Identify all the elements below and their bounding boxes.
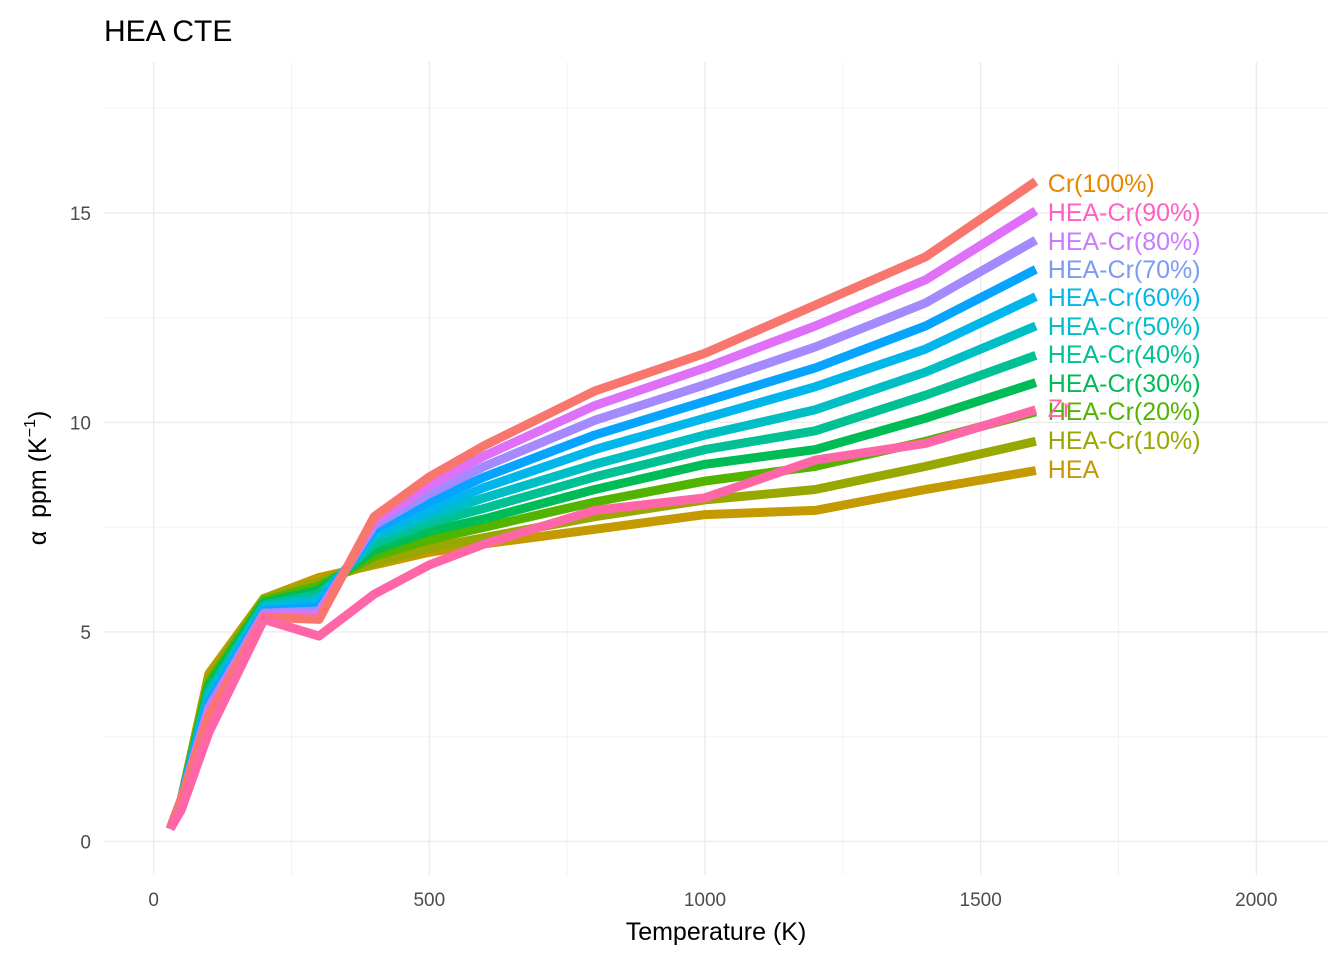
series-lines xyxy=(165,177,1039,832)
series-line-cr-100 xyxy=(165,177,1039,831)
x-tick-label: 0 xyxy=(148,890,159,911)
x-axis-ticks: 0 500 1000 1500 2000 xyxy=(148,890,1277,911)
chart-title: HEA CTE xyxy=(104,15,232,48)
end-label-hea-cr-70: HEA-Cr(70%) xyxy=(1048,256,1201,284)
series-line-zr xyxy=(166,405,1038,832)
y-axis-title: α ppm (K−1) xyxy=(22,411,52,546)
x-tick-label: 1000 xyxy=(684,890,726,911)
y-tick-label: 15 xyxy=(70,204,91,225)
x-tick-label: 1500 xyxy=(960,890,1002,911)
y-tick-label: 0 xyxy=(80,832,91,853)
grid xyxy=(104,62,1328,875)
end-label-hea-cr-40: HEA-Cr(40%) xyxy=(1048,341,1201,369)
end-label-hea-cr-90: HEA-Cr(90%) xyxy=(1048,199,1201,227)
y-axis-close: ) xyxy=(24,411,52,419)
y-axis-ticks: 0 5 10 15 xyxy=(70,204,91,854)
x-tick-label: 2000 xyxy=(1235,890,1277,911)
end-label-hea-cr-30: HEA-Cr(30%) xyxy=(1048,370,1201,398)
end-label-cr-100: Cr(100%) xyxy=(1048,170,1155,198)
end-label-hea: HEA xyxy=(1048,456,1100,484)
end-label-hea-cr-60: HEA-Cr(60%) xyxy=(1048,284,1201,312)
y-axis-text: ppm (K xyxy=(24,437,52,518)
end-label-hea-cr-50: HEA-Cr(50%) xyxy=(1048,313,1201,341)
end-label-hea-cr-10: HEA-Cr(10%) xyxy=(1048,427,1201,455)
x-tick-label: 500 xyxy=(413,890,445,911)
y-tick-label: 10 xyxy=(70,413,91,434)
series-end-labels: HEAHEA-Cr(10%)HEA-Cr(20%)HEA-Cr(30%)HEA-… xyxy=(1048,170,1201,484)
series-line-hea xyxy=(165,466,1037,831)
y-axis-superscript: −1 xyxy=(22,419,39,437)
y-axis-greek: α xyxy=(24,531,52,545)
x-axis-title: Temperature (K) xyxy=(626,918,807,946)
end-label-hea-cr-20: HEA-Cr(20%) xyxy=(1048,398,1201,426)
end-label-hea-cr-80: HEA-Cr(80%) xyxy=(1048,228,1201,256)
series-line-hea-cr-80 xyxy=(165,236,1039,831)
y-tick-label: 5 xyxy=(80,623,91,644)
end-label-zr: Zr xyxy=(1048,395,1072,423)
